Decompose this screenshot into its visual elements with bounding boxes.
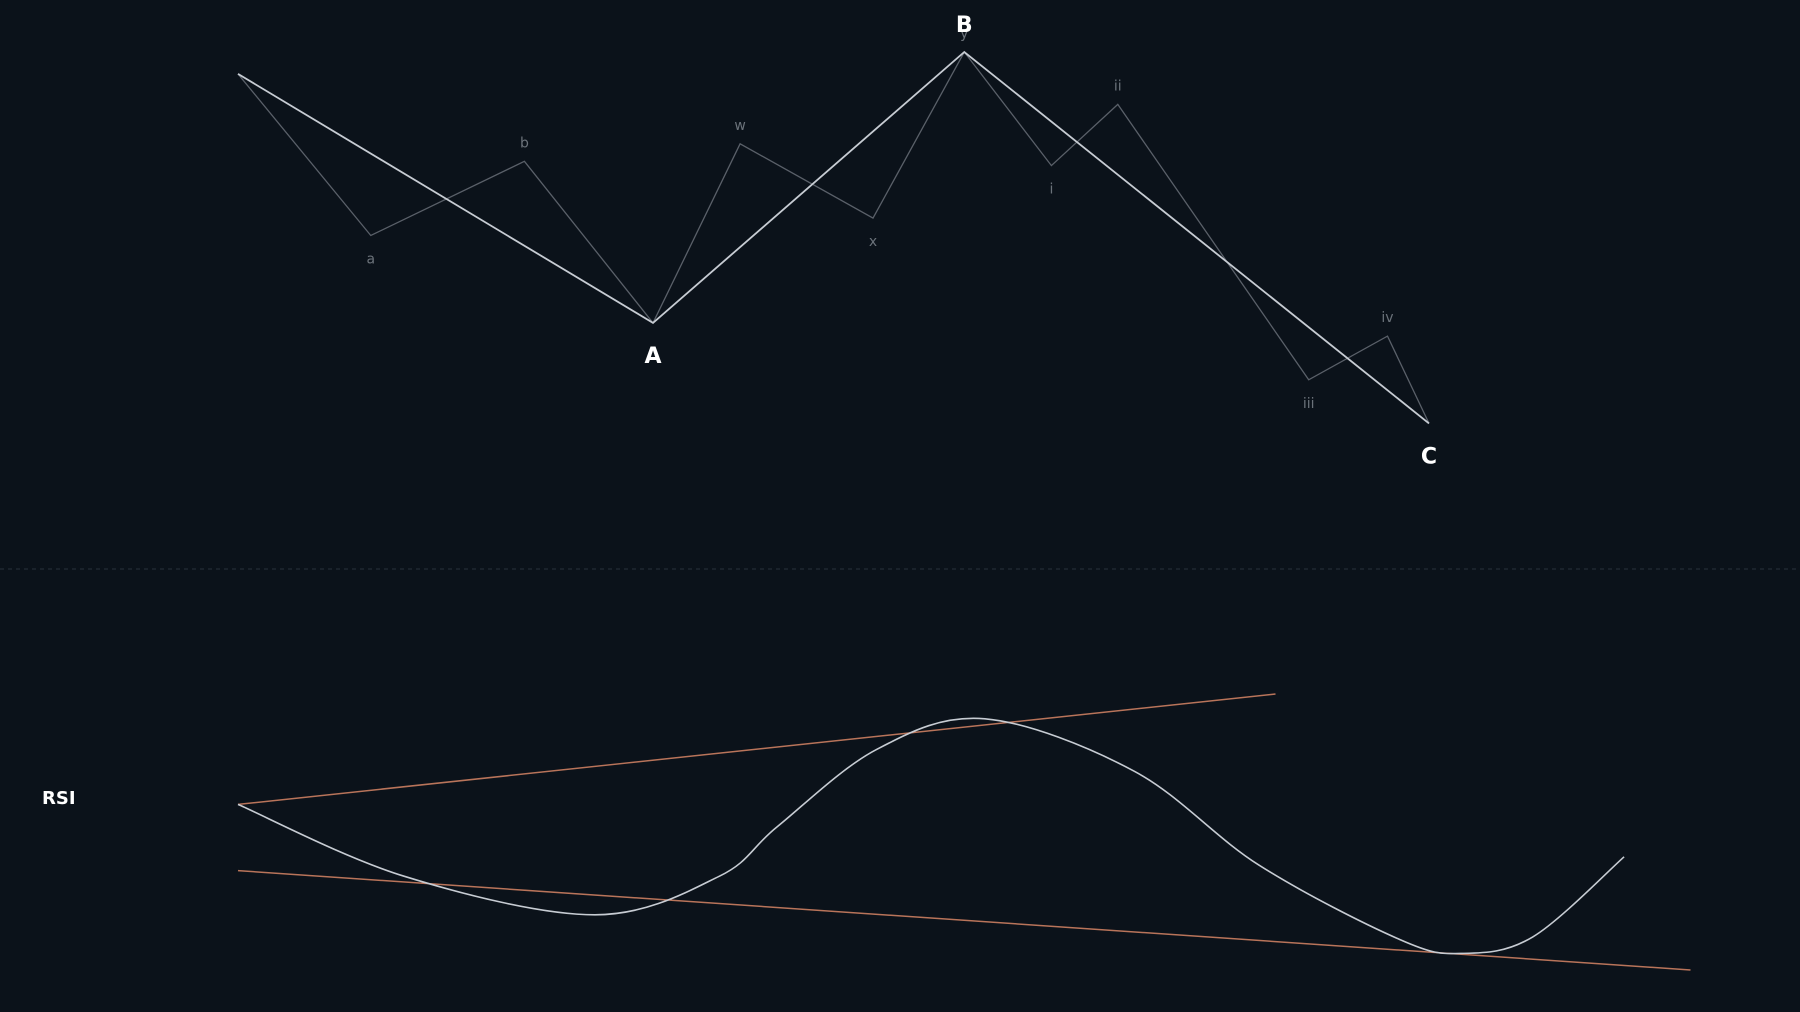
rsi-panel: RSI (42, 693, 1691, 971)
minor-wave-line (237, 50, 1430, 424)
minor-wave-label-a: a (367, 252, 376, 268)
minor-wave-label-b: b (520, 135, 529, 151)
rsi-lower-trendline (237, 869, 1691, 971)
minor-wave-label-iv: iv (1381, 310, 1393, 326)
minor-wave-label-w: w (734, 118, 745, 134)
major-wave-line (237, 50, 1430, 425)
minor-wave-label-ii: ii (1114, 78, 1122, 94)
rsi-panel-label: RSI (42, 788, 76, 809)
major-wave-label-A: A (644, 344, 661, 369)
minor-wave-label-iii: iii (1303, 396, 1315, 412)
rsi-curve (237, 717, 1625, 955)
minor-wave-label-i: i (1049, 182, 1053, 198)
major-wave-label-C: C (1421, 444, 1437, 469)
major-wave-label-B: B (956, 13, 973, 38)
minor-wave-label-x: x (869, 234, 877, 250)
major-wave-labels: A B C (644, 13, 1437, 469)
rsi-upper-trendline (237, 693, 1276, 806)
minor-wave-label-y: y (960, 26, 968, 42)
